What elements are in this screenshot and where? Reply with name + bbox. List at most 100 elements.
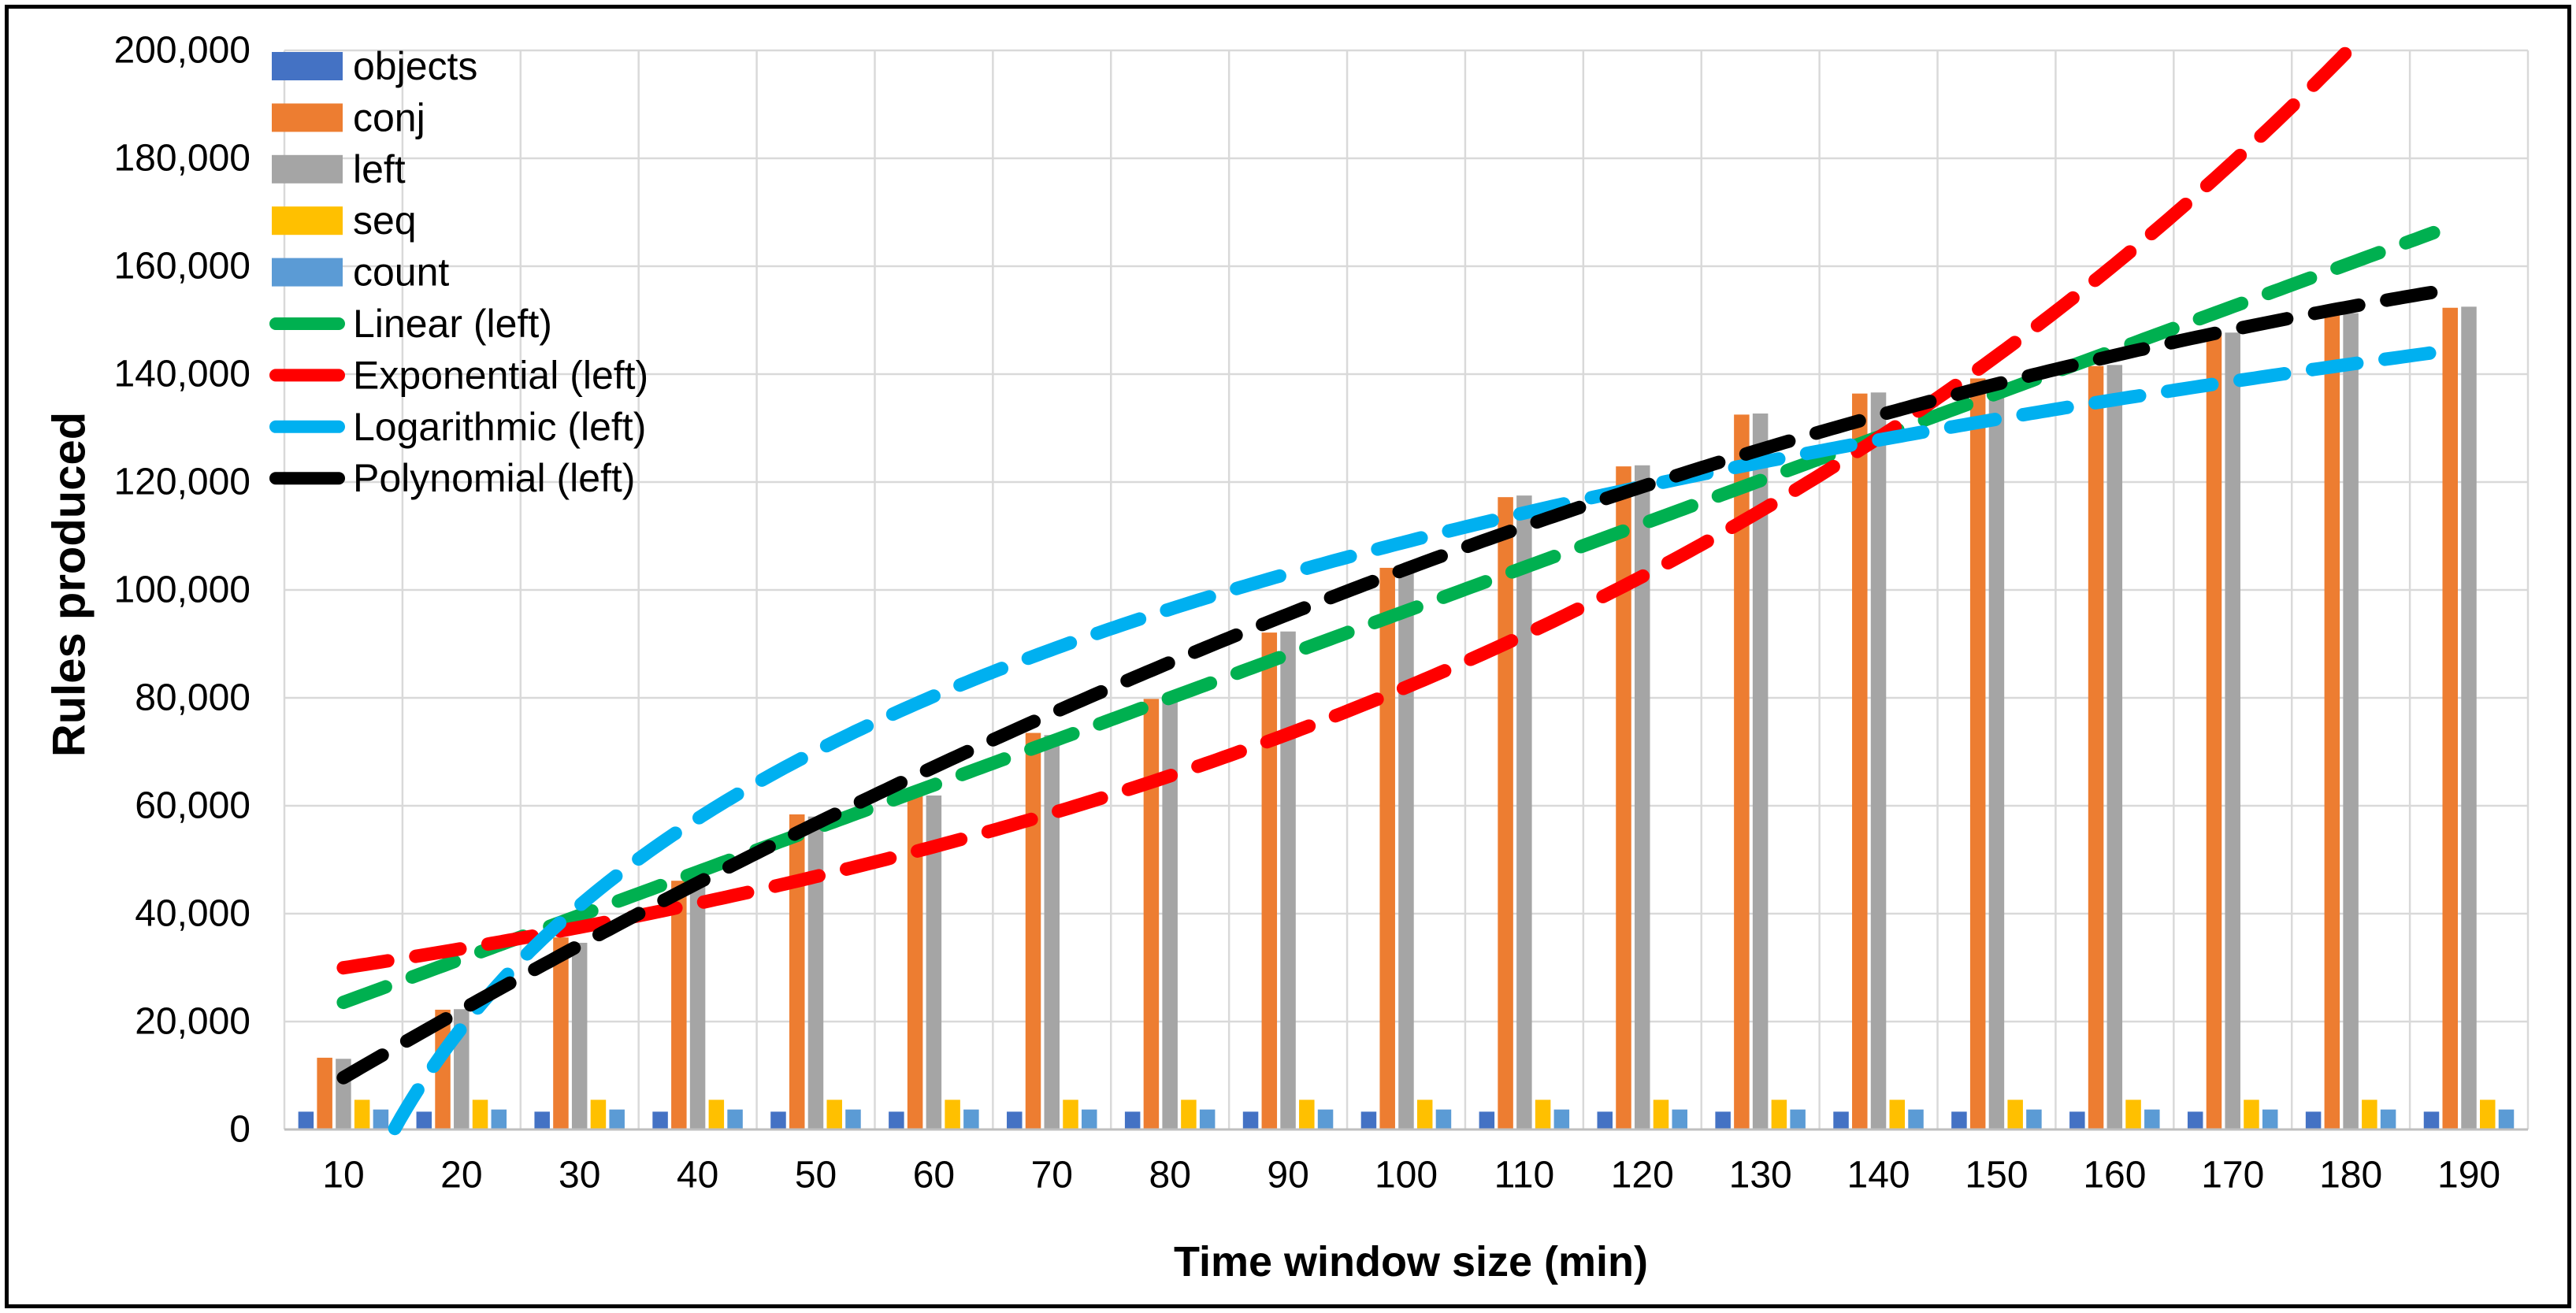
bar-objects-60	[889, 1111, 904, 1129]
legend-item-seq: seq	[272, 198, 417, 243]
bar-seq-110	[1535, 1100, 1551, 1129]
bar-seq-10	[354, 1100, 370, 1129]
bar-left-190	[2461, 306, 2477, 1129]
bar-conj-110	[1498, 497, 1513, 1129]
y-tick-label: 180,000	[113, 138, 251, 180]
legend-item-count: count	[272, 250, 449, 295]
bar-objects-120	[1597, 1111, 1613, 1129]
bar-count-170	[2262, 1109, 2278, 1129]
bar-conj-170	[2206, 332, 2222, 1129]
bar-seq-160	[2125, 1100, 2141, 1129]
x-tick-label: 60	[913, 1155, 955, 1196]
bar-objects-130	[1715, 1111, 1731, 1129]
bar-objects-10	[298, 1111, 314, 1129]
y-tick-label: 100,000	[113, 569, 251, 611]
bar-conj-30	[553, 937, 569, 1129]
y-tick-label: 160,000	[113, 246, 251, 287]
x-tick-label: 160	[2083, 1155, 2146, 1196]
legend-label: objects	[353, 44, 477, 88]
bar-objects-30	[534, 1111, 550, 1129]
bar-conj-160	[2088, 365, 2104, 1130]
x-tick-label: 140	[1847, 1155, 1910, 1196]
bar-conj-120	[1616, 466, 1631, 1129]
trendline-polynomial-left	[336, 282, 2459, 1085]
legend-label: left	[353, 147, 406, 191]
bar-count-140	[1908, 1109, 1924, 1129]
bar-objects-150	[1951, 1111, 1967, 1129]
bar-count-110	[1553, 1109, 1570, 1129]
bar-conj-150	[1969, 378, 1986, 1130]
bar-conj-130	[1734, 414, 1750, 1129]
bar-conj-40	[671, 881, 687, 1129]
bar-count-190	[2498, 1109, 2515, 1129]
y-tick-label: 80,000	[135, 677, 251, 719]
x-tick-label: 20	[440, 1155, 482, 1196]
legend-item-conj: conj	[272, 95, 425, 139]
bar-left-170	[2225, 332, 2240, 1129]
bar-left-120	[1634, 465, 1650, 1129]
bar-series-seq	[354, 1100, 2496, 1129]
x-tick-label: 100	[1375, 1155, 1438, 1196]
bar-conj-90	[1261, 632, 1278, 1129]
x-tick-label: 130	[1729, 1155, 1792, 1196]
y-axis-title: Rules produced	[43, 411, 95, 758]
trendline-logarithmic-left	[388, 344, 2451, 1136]
bar-conj-80	[1143, 699, 1160, 1129]
legend-swatch-bar	[272, 258, 343, 287]
bar-conj-70	[1025, 733, 1041, 1129]
bar-conj-50	[789, 814, 805, 1129]
bar-left-30	[571, 942, 588, 1129]
legend-label: conj	[353, 95, 425, 139]
bar-count-10	[373, 1109, 389, 1129]
bar-seq-140	[1889, 1100, 1906, 1129]
bar-conj-140	[1852, 393, 1868, 1129]
bar-seq-70	[1063, 1100, 1078, 1129]
legend-swatch-bar	[272, 52, 343, 80]
trendline-exponential-left	[336, 46, 2352, 975]
y-tick-label: 140,000	[113, 354, 251, 395]
bar-left-80	[1162, 698, 1178, 1129]
legend-item-logarithmic-left: Logarithmic (left)	[269, 405, 646, 449]
bar-objects-110	[1479, 1111, 1495, 1129]
bar-series-left	[336, 306, 2477, 1130]
bar-objects-40	[652, 1111, 668, 1129]
bar-objects-100	[1360, 1111, 1377, 1129]
bar-seq-20	[472, 1100, 488, 1129]
legend-label: count	[353, 250, 449, 295]
bar-left-100	[1398, 566, 1414, 1129]
legend-item-polynomial-left: Polynomial (left)	[269, 456, 635, 500]
trendline-linear-left	[336, 225, 2441, 1010]
bar-seq-50	[826, 1100, 842, 1129]
bar-seq-40	[708, 1100, 725, 1129]
x-tick-label: 180	[2319, 1155, 2382, 1196]
x-tick-label: 30	[559, 1155, 600, 1196]
legend-item-linear-left: Linear (left)	[269, 302, 552, 346]
bar-count-80	[1199, 1109, 1216, 1129]
bar-left-180	[2343, 313, 2359, 1130]
bar-left-130	[1752, 414, 1769, 1129]
bar-left-140	[1870, 392, 1887, 1129]
x-tick-label: 50	[795, 1155, 837, 1196]
bar-count-20	[491, 1109, 507, 1129]
bar-count-50	[845, 1109, 861, 1129]
x-tick-label: 190	[2437, 1155, 2500, 1196]
x-axis-title: Time window size (min)	[1173, 1238, 1649, 1285]
bar-left-90	[1280, 631, 1296, 1129]
bar-seq-190	[2480, 1100, 2496, 1129]
legend: objects conj left seq count Linear (left) Expo…	[269, 44, 648, 500]
bar-objects-70	[1007, 1111, 1023, 1129]
x-tick-label: 40	[677, 1155, 718, 1196]
x-tick-label: 120	[1611, 1155, 1674, 1196]
bar-conj-100	[1379, 567, 1395, 1129]
bar-count-180	[2380, 1109, 2396, 1129]
x-tick-label: 170	[2201, 1155, 2264, 1196]
bar-seq-90	[1299, 1100, 1315, 1129]
bar-count-60	[963, 1109, 979, 1129]
bar-count-30	[609, 1109, 625, 1129]
bar-objects-90	[1242, 1111, 1259, 1129]
y-tick-label: 120,000	[113, 462, 251, 503]
bar-seq-60	[945, 1100, 960, 1129]
y-tick-label: 60,000	[135, 785, 251, 827]
bar-seq-130	[1771, 1100, 1787, 1129]
legend-label: Linear (left)	[353, 302, 552, 346]
